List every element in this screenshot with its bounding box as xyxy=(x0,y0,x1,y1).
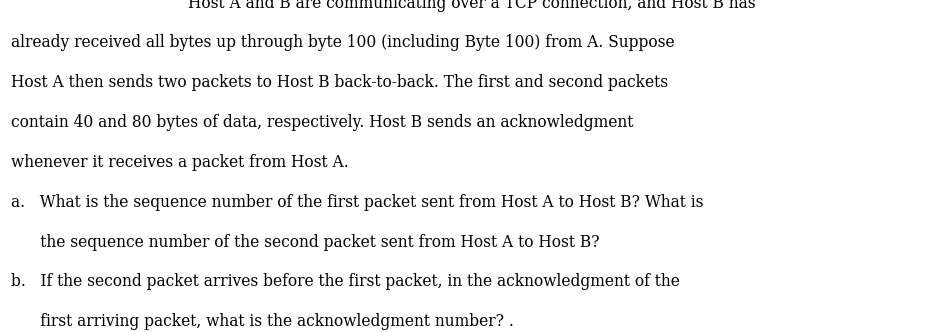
Text: a.   What is the sequence number of the first packet sent from Host A to Host B?: a. What is the sequence number of the fi… xyxy=(11,194,704,211)
Text: the sequence number of the second packet sent from Host A to Host B?: the sequence number of the second packet… xyxy=(11,234,600,251)
Text: Host A and B are communicating over a TCP connection, and Host B has: Host A and B are communicating over a TC… xyxy=(188,0,756,12)
Text: contain 40 and 80 bytes of data, respectively. Host B sends an acknowledgment: contain 40 and 80 bytes of data, respect… xyxy=(11,114,633,131)
Text: b.   If the second packet arrives before the first packet, in the acknowledgment: b. If the second packet arrives before t… xyxy=(11,274,681,290)
Text: whenever it receives a packet from Host A.: whenever it receives a packet from Host … xyxy=(11,154,349,171)
Text: already received all bytes up through byte 100 (including Byte 100) from A. Supp: already received all bytes up through by… xyxy=(11,35,675,51)
Text: Host A then sends two packets to Host B back-to-back. The first and second packe: Host A then sends two packets to Host B … xyxy=(11,74,668,91)
Text: first arriving packet, what is the acknowledgment number? .: first arriving packet, what is the ackno… xyxy=(11,313,514,330)
